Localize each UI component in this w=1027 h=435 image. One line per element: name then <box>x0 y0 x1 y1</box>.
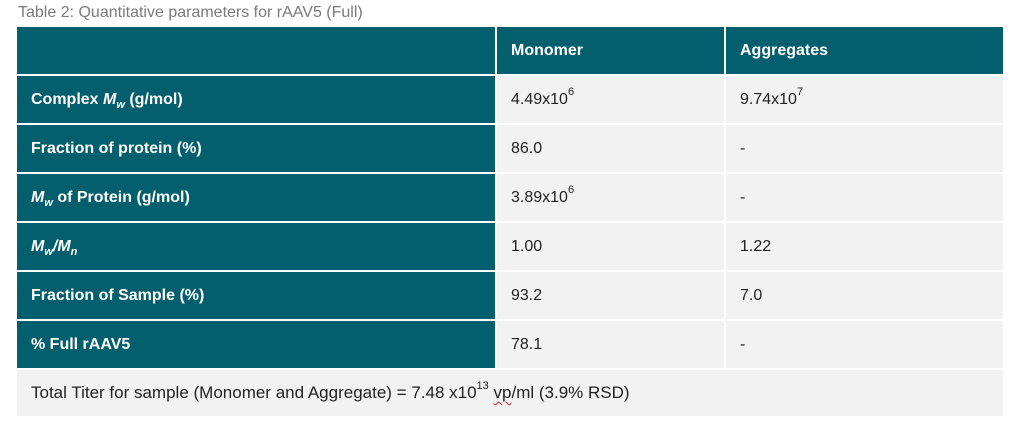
titer-unit-spellcheck: vp <box>493 383 512 402</box>
cell-monomer: 86.0 <box>496 124 726 174</box>
cell-monomer: 93.2 <box>496 271 726 321</box>
value-exponent: 6 <box>567 85 575 98</box>
value-exponent: 6 <box>567 183 575 196</box>
row-label-fraction-sample: Fraction of Sample (%) <box>17 271 497 321</box>
titer-text: /ml (3.9% RSD) <box>511 383 630 402</box>
header-monomer: Monomer <box>496 27 726 76</box>
table-row: Fraction of Sample (%) 93.2 7.0 <box>17 271 1003 321</box>
table-caption: Table 2: Quantitative parameters for rAA… <box>18 4 363 21</box>
row-label-complex-mw: Complex Mw (g/mol) <box>17 75 497 125</box>
label-text: Complex <box>31 90 104 108</box>
table-row: % Full rAAV5 78.1 - <box>17 320 1003 370</box>
label-text: of Protein (g/mol) <box>52 188 190 206</box>
label-subscript: w <box>116 98 125 111</box>
label-symbol: M <box>31 237 45 255</box>
cell-aggregates: 1.22 <box>725 222 1003 272</box>
label-slash: / <box>52 237 58 255</box>
label-symbol: M <box>103 90 117 108</box>
cell-monomer: 3.89x106 <box>496 173 726 223</box>
label-subscript: w <box>44 196 53 209</box>
cell-monomer: 1.00 <box>496 222 726 272</box>
label-symbol: M <box>31 188 45 206</box>
value-base: 9.74x10 <box>740 90 797 108</box>
table-row: Complex Mw (g/mol) 4.49x106 9.74x107 <box>17 75 1003 125</box>
cell-aggregates: 9.74x107 <box>725 75 1003 125</box>
table-row: Fraction of protein (%) 86.0 - <box>17 124 1003 174</box>
parameters-table: Monomer Aggregates Complex Mw (g/mol) 4.… <box>17 27 1003 418</box>
label-text: (g/mol) <box>124 90 183 108</box>
cell-aggregates: - <box>725 124 1003 174</box>
table-footer-row: Total Titer for sample (Monomer and Aggr… <box>17 369 1003 418</box>
label-symbol: M <box>57 237 71 255</box>
titer-exponent: 13 <box>476 380 489 392</box>
total-titer: Total Titer for sample (Monomer and Aggr… <box>17 369 1003 418</box>
row-label-fraction-protein: Fraction of protein (%) <box>17 124 497 174</box>
cell-aggregates: 7.0 <box>725 271 1003 321</box>
header-aggregates: Aggregates <box>725 27 1003 76</box>
cell-aggregates: - <box>725 320 1003 370</box>
table-row: Mw of Protein (g/mol) 3.89x106 - <box>17 173 1003 223</box>
label-subscript: n <box>70 245 78 258</box>
row-label-mw-protein: Mw of Protein (g/mol) <box>17 173 497 223</box>
cell-aggregates: - <box>725 173 1003 223</box>
table-row: Mw/Mn 1.00 1.22 <box>17 222 1003 272</box>
titer-text: Total Titer for sample (Monomer and Aggr… <box>31 383 477 402</box>
value-base: 4.49x10 <box>511 90 568 108</box>
header-blank <box>17 27 497 76</box>
row-label-polydispersity: Mw/Mn <box>17 222 497 272</box>
label-subscript: w <box>44 245 53 258</box>
cell-monomer: 4.49x106 <box>496 75 726 125</box>
value-exponent: 7 <box>796 85 804 98</box>
value-base: 3.89x10 <box>511 188 568 206</box>
table-header-row: Monomer Aggregates <box>17 27 1003 76</box>
cell-monomer: 78.1 <box>496 320 726 370</box>
row-label-full-raav5: % Full rAAV5 <box>17 320 497 370</box>
